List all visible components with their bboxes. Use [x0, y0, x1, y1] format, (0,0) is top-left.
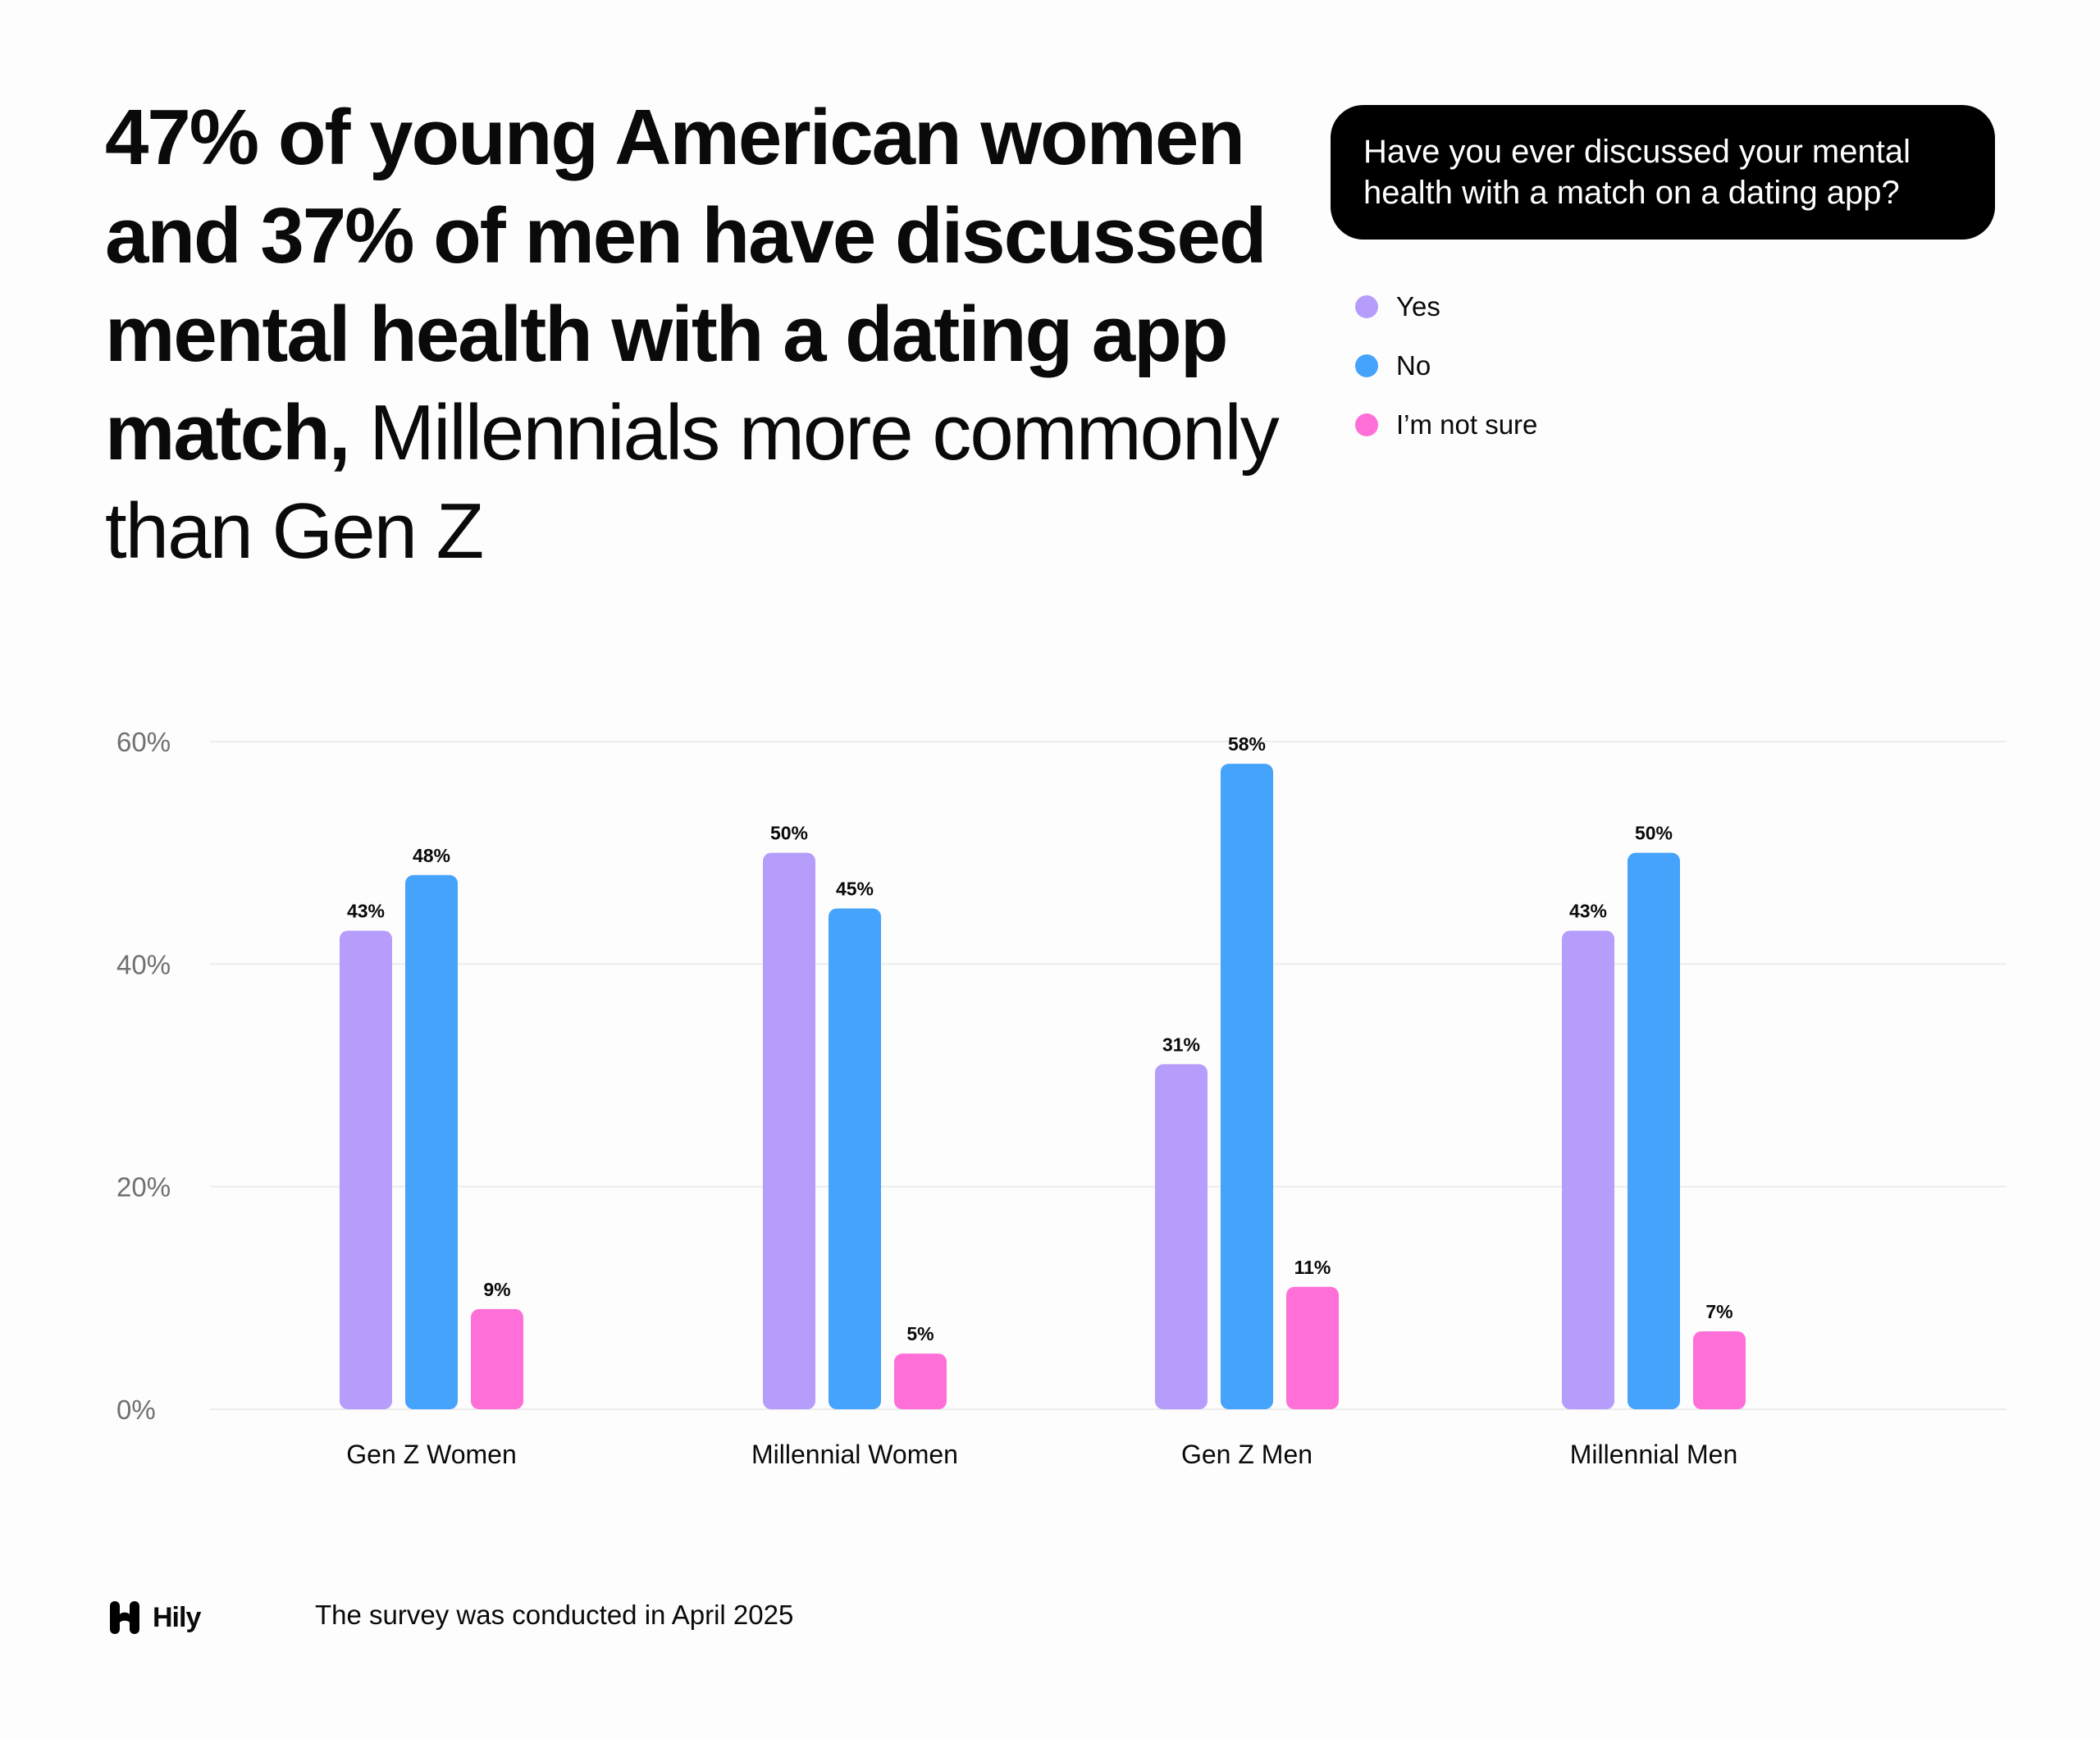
data-label: 5%	[906, 1323, 934, 1344]
bar-gen-z-women-yes	[340, 930, 392, 1409]
bar-gen-z-men-yes	[1155, 1064, 1208, 1409]
legend-dot-not-sure	[1355, 413, 1378, 436]
data-label: 48%	[413, 845, 450, 866]
data-label: 31%	[1162, 1034, 1200, 1055]
x-category-label: Millennial Women	[751, 1440, 958, 1469]
y-tick-label: 0%	[116, 1394, 156, 1425]
bar-millennial-men-yes	[1562, 930, 1614, 1409]
legend-item-not-sure: I’m not sure	[1355, 395, 1537, 454]
data-label: 58%	[1228, 733, 1266, 755]
y-tick-label: 40%	[116, 949, 171, 979]
legend-dot-no	[1355, 354, 1378, 377]
legend: Yes No I’m not sure	[1355, 277, 1537, 454]
bar-millennial-women-i-m-not-sure	[894, 1353, 947, 1409]
data-label: 43%	[1569, 901, 1607, 922]
bar-gen-z-men-no	[1221, 764, 1273, 1409]
data-label: 7%	[1705, 1301, 1732, 1322]
brand-logo: Hily	[105, 1598, 201, 1637]
data-label: 11%	[1294, 1257, 1331, 1278]
bar-gen-z-women-no	[405, 874, 458, 1409]
bar-chart: 0% 20% 40% 60% 43% 48% 9% Gen Z Women 50% 45% 5% Mi…	[116, 727, 2006, 1469]
data-label: 50%	[770, 823, 808, 844]
bar-millennial-women-yes	[763, 852, 815, 1409]
x-category-label: Gen Z Women	[346, 1440, 516, 1469]
legend-dot-yes	[1355, 295, 1378, 318]
data-label: 43%	[347, 901, 385, 922]
bar-millennial-women-no	[829, 908, 881, 1409]
x-category-label: Gen Z Men	[1181, 1440, 1312, 1469]
headline-bold: 47% of young American women and 37% of m…	[105, 94, 1267, 477]
y-tick-label: 20%	[116, 1172, 171, 1203]
legend-item-yes: Yes	[1355, 277, 1537, 336]
bar-gen-z-men-i-m-not-sure	[1286, 1286, 1339, 1409]
headline: 47% of young American women and 37% of m…	[105, 89, 1303, 581]
legend-label-no: No	[1396, 350, 1431, 381]
headline-regular: Millennials more commonly than Gen Z	[105, 389, 1280, 575]
bar-millennial-men-no	[1628, 852, 1680, 1409]
bar-gen-z-women-i-m-not-sure	[471, 1308, 523, 1409]
survey-footnote: The survey was conducted in April 2025	[315, 1600, 794, 1630]
x-category-label: Millennial Men	[1570, 1440, 1738, 1469]
data-label: 45%	[836, 879, 874, 900]
data-label: 9%	[483, 1279, 510, 1300]
bar-millennial-men-i-m-not-sure	[1693, 1331, 1746, 1409]
hily-logo-icon	[110, 1601, 139, 1634]
data-label: 50%	[1635, 823, 1673, 844]
y-tick-label: 60%	[116, 727, 171, 757]
brand-name: Hily	[153, 1601, 201, 1633]
legend-item-no: No	[1355, 336, 1537, 395]
legend-label-yes: Yes	[1396, 291, 1440, 322]
question-box: Have you ever discussed your mental heal…	[1331, 105, 1995, 240]
legend-label-not-sure: I’m not sure	[1396, 409, 1538, 440]
